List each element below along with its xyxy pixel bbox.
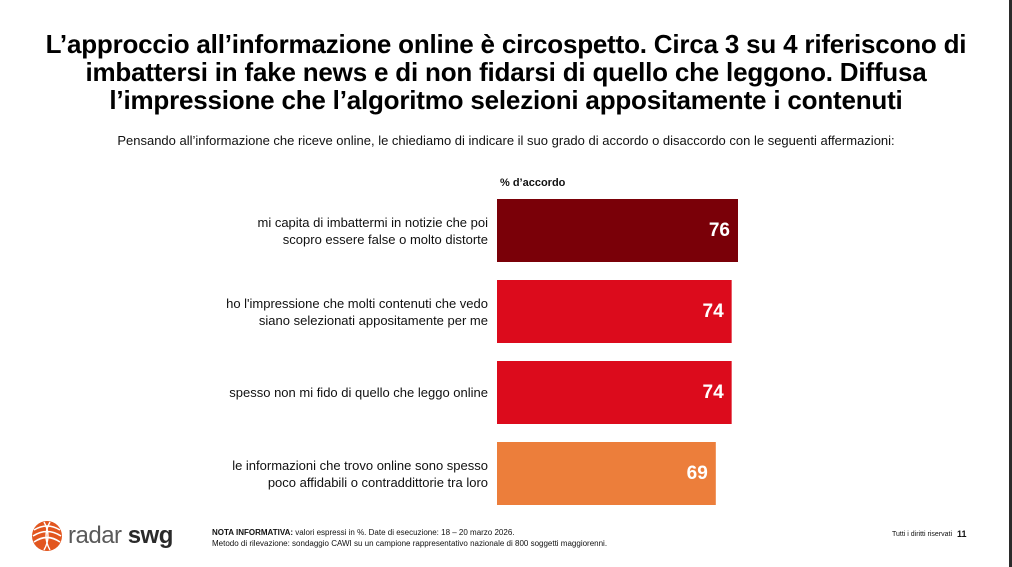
category-label-line: scopro essere false o molto distorte: [282, 231, 488, 247]
bar-value-label-2: 74: [702, 300, 724, 322]
category-label-line: spesso non mi fido di quello che leggo o…: [229, 385, 488, 400]
category-label-line: poco affidabili o contraddittorie tra lo…: [267, 474, 488, 490]
category-label-2: ho l'impressione che molti contenuti che…: [188, 295, 488, 329]
value-column-header: % d’accordo: [500, 177, 566, 189]
right-border: [1009, 0, 1012, 567]
logo-wordmark: radar swg: [68, 522, 173, 550]
category-label-3: spesso non mi fido di quello che leggo o…: [188, 384, 488, 401]
page-title: L’approccio all’informazione online è ci…: [45, 29, 967, 115]
logo-text-swg: swg: [127, 522, 174, 549]
category-label-line: ho l'impressione che molti contenuti che…: [226, 295, 488, 311]
radar-swg-logo-icon: [32, 521, 62, 551]
bar-value-label-3: 74: [702, 381, 724, 403]
category-label-line: le informazioni che trovo online sono sp…: [232, 457, 488, 473]
rights-reserved: Tutti i diritti riservati: [891, 531, 952, 538]
bar-4: [497, 442, 716, 505]
category-label-1: mi capita di imbattermi in notizie che p…: [188, 214, 489, 248]
bar-value-label-1: 76: [708, 219, 730, 241]
category-label-4: le informazioni che trovo online sono sp…: [188, 457, 488, 491]
category-label-line: siano selezionati appositamente per me: [258, 312, 488, 328]
note-line-2: Metodo di rilevazione: sondaggio CAWI su…: [212, 539, 608, 548]
category-label-line: mi capita di imbattermi in notizie che p…: [257, 214, 489, 230]
logo-text-radar: radar: [68, 522, 122, 549]
bar-3: [497, 361, 732, 424]
bar-2: [497, 280, 732, 343]
chart-subtitle: Pensando all’informazione che riceve onl…: [117, 133, 895, 148]
note-line-1: valori espressi in %. Date di esecuzione…: [295, 528, 515, 537]
methodology-note: NOTA INFORMATIVA: valori espressi in %. …: [212, 527, 607, 549]
bar-1: [497, 199, 738, 262]
note-label: NOTA INFORMATIVA:: [212, 528, 294, 537]
bar-value-label-4: 69: [686, 462, 708, 484]
